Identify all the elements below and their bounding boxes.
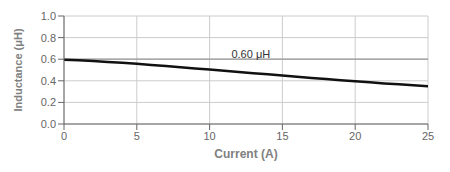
svg-text:25: 25 — [422, 130, 434, 142]
svg-text:0.4: 0.4 — [41, 75, 56, 87]
svg-text:Inductance (μH): Inductance (μH) — [12, 28, 24, 111]
svg-text:0: 0 — [61, 130, 67, 142]
svg-text:0.8: 0.8 — [41, 32, 56, 44]
svg-text:1.0: 1.0 — [41, 10, 56, 22]
svg-text:10: 10 — [203, 130, 215, 142]
svg-text:20: 20 — [349, 130, 361, 142]
svg-text:0.2: 0.2 — [41, 96, 56, 108]
svg-text:0.60 μH: 0.60 μH — [231, 48, 270, 60]
svg-text:0.0: 0.0 — [41, 118, 56, 130]
svg-text:5: 5 — [134, 130, 140, 142]
svg-text:0.6: 0.6 — [41, 53, 56, 65]
svg-text:Current (A): Current (A) — [214, 147, 277, 161]
svg-text:15: 15 — [276, 130, 288, 142]
